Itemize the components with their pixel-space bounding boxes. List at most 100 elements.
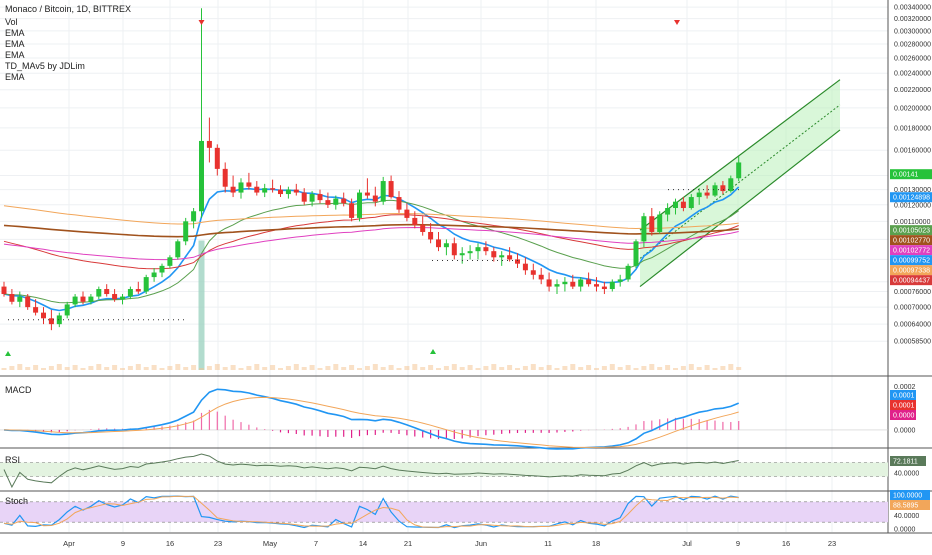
macd-line — [3, 388, 740, 450]
candle-body — [293, 189, 299, 193]
candle-body — [96, 289, 102, 297]
candle-body — [617, 279, 623, 282]
volume-bar — [538, 367, 544, 370]
candle-body — [112, 294, 118, 300]
candle-body — [262, 188, 268, 193]
time-tick-label: 21 — [404, 539, 412, 548]
channel-fill — [640, 79, 840, 287]
price-badge-label: 0.00105023 — [893, 228, 930, 235]
candle-body — [625, 265, 631, 280]
price-badge-bg — [890, 245, 932, 256]
candle — [649, 208, 655, 236]
price-axis: 0.00340000 0.00320000 0.00300000 0.00280000… — [890, 5, 932, 346]
price-badge-label: 0.00124898 — [893, 195, 930, 202]
indicator-legend-ema-2[interactable]: EMA — [5, 39, 25, 49]
stoch-badge-bg — [890, 490, 930, 500]
macd-badge-label: 0.0001 — [893, 393, 915, 400]
candle-body — [341, 198, 347, 204]
candle — [96, 286, 102, 300]
candle — [451, 237, 457, 260]
candle-body — [127, 289, 133, 297]
volume-bar — [293, 364, 299, 370]
candle-body — [206, 140, 212, 148]
volume-bar — [333, 364, 339, 370]
buy-signal-marker — [430, 349, 436, 354]
price-tick-label: 0.00120000 — [894, 202, 931, 209]
volume-bars — [1, 240, 742, 370]
candle — [285, 186, 291, 199]
symbol-title[interactable]: Monaco / Bitcoin, 1D, BITTREX — [5, 4, 132, 14]
candle-body — [530, 270, 536, 275]
candle-body — [104, 289, 110, 295]
candle — [641, 212, 647, 248]
indicator-legend-ema-4[interactable]: EMA — [5, 72, 25, 82]
volume-bar — [120, 368, 125, 370]
volume-bar — [206, 366, 212, 370]
candle — [214, 144, 220, 176]
macd-pane-label[interactable]: MACD — [5, 385, 32, 395]
rsi-tick-label: 40.0000 — [894, 471, 919, 478]
time-tick-label: 11 — [544, 539, 552, 548]
rsi-pane-label[interactable]: RSI — [5, 455, 21, 465]
volume-bar — [191, 365, 197, 370]
candle-body — [56, 315, 62, 325]
candle-body — [688, 197, 694, 209]
candle-body — [41, 312, 46, 319]
candle-body — [238, 182, 244, 193]
candle — [538, 268, 544, 285]
candle — [159, 263, 165, 278]
candle — [56, 312, 62, 328]
price-tick-label: 0.00076000 — [894, 289, 931, 296]
volume-bar — [578, 367, 584, 370]
price-tick-label: 0.00160000 — [894, 148, 931, 155]
volume-bar — [25, 367, 31, 370]
candle — [333, 195, 339, 210]
candle — [64, 301, 70, 319]
candle-body — [25, 296, 31, 308]
price-tick-label: 0.00200000 — [894, 105, 931, 112]
candle — [135, 281, 141, 295]
indicator-legend-td-ma[interactable]: TD_MAv5 by JDLim — [5, 61, 85, 71]
indicator-legend-vol[interactable]: Vol — [5, 17, 18, 27]
candle — [625, 263, 631, 282]
volume-bar — [349, 365, 355, 370]
candle-body — [357, 192, 362, 218]
time-tick-label: May — [263, 539, 277, 548]
candle — [388, 175, 394, 199]
candle-body — [704, 192, 710, 196]
volume-bar — [325, 366, 331, 370]
candle — [633, 239, 639, 269]
candle-body — [475, 247, 481, 252]
volume-bar — [657, 367, 663, 370]
candle-body — [428, 231, 434, 240]
candle-body — [696, 192, 702, 198]
candle — [372, 186, 378, 207]
volume-bar — [238, 368, 244, 370]
volume-bar — [443, 366, 449, 370]
volume-bar — [341, 367, 347, 370]
time-tick-label: 7 — [314, 539, 318, 548]
candle — [720, 181, 726, 195]
price-tick-label: 0.00240000 — [894, 71, 931, 78]
indicator-legend-ema-1[interactable]: EMA — [5, 28, 25, 38]
stoch-badge-label: 88.5895 — [893, 503, 918, 510]
candle-body — [538, 274, 544, 280]
volume-bar — [499, 367, 505, 370]
candle-body — [491, 251, 497, 258]
volume-bar — [80, 368, 86, 370]
stoch-pane-label[interactable]: Stoch — [5, 496, 29, 506]
indicator-legend-ema-3[interactable]: EMA — [5, 50, 25, 60]
candle-body — [586, 279, 592, 285]
candle — [680, 197, 686, 212]
price-tick-label: 0.00340000 — [894, 5, 931, 12]
ema-200-line — [3, 223, 739, 238]
candle-body — [285, 189, 291, 195]
candle — [673, 198, 678, 215]
candle-body — [578, 279, 584, 287]
candle — [665, 203, 671, 222]
volume-bar — [364, 366, 370, 370]
candle — [475, 243, 481, 260]
candle-body — [594, 284, 599, 287]
